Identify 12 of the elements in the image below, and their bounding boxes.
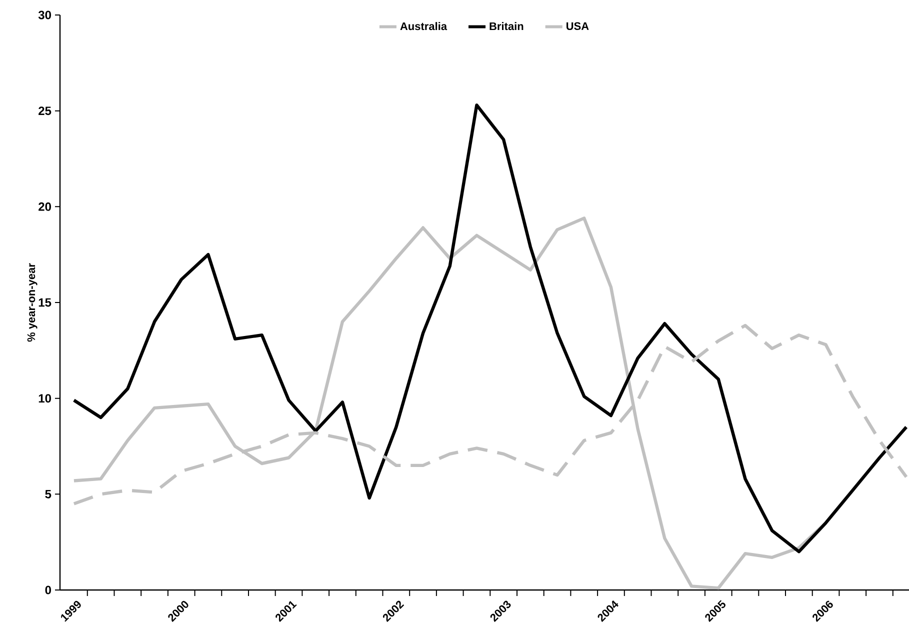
line-series: [72, 103, 908, 554]
y-tick-label: 20: [38, 202, 51, 211]
y-tick-label: 25: [38, 106, 52, 116]
y-tick-label: 0: [45, 586, 51, 594]
y-tick-label: 5: [45, 490, 52, 498]
y-axis-title: % year-on-year: [27, 263, 38, 342]
y-tick-label: 30: [38, 10, 51, 20]
legend-label: USA: [566, 22, 589, 30]
y-tick-label: 10: [38, 394, 51, 403]
legend-label: Australia: [400, 22, 448, 30]
legend-label: Britain: [490, 22, 524, 30]
y-tick-label: 15: [38, 298, 52, 307]
